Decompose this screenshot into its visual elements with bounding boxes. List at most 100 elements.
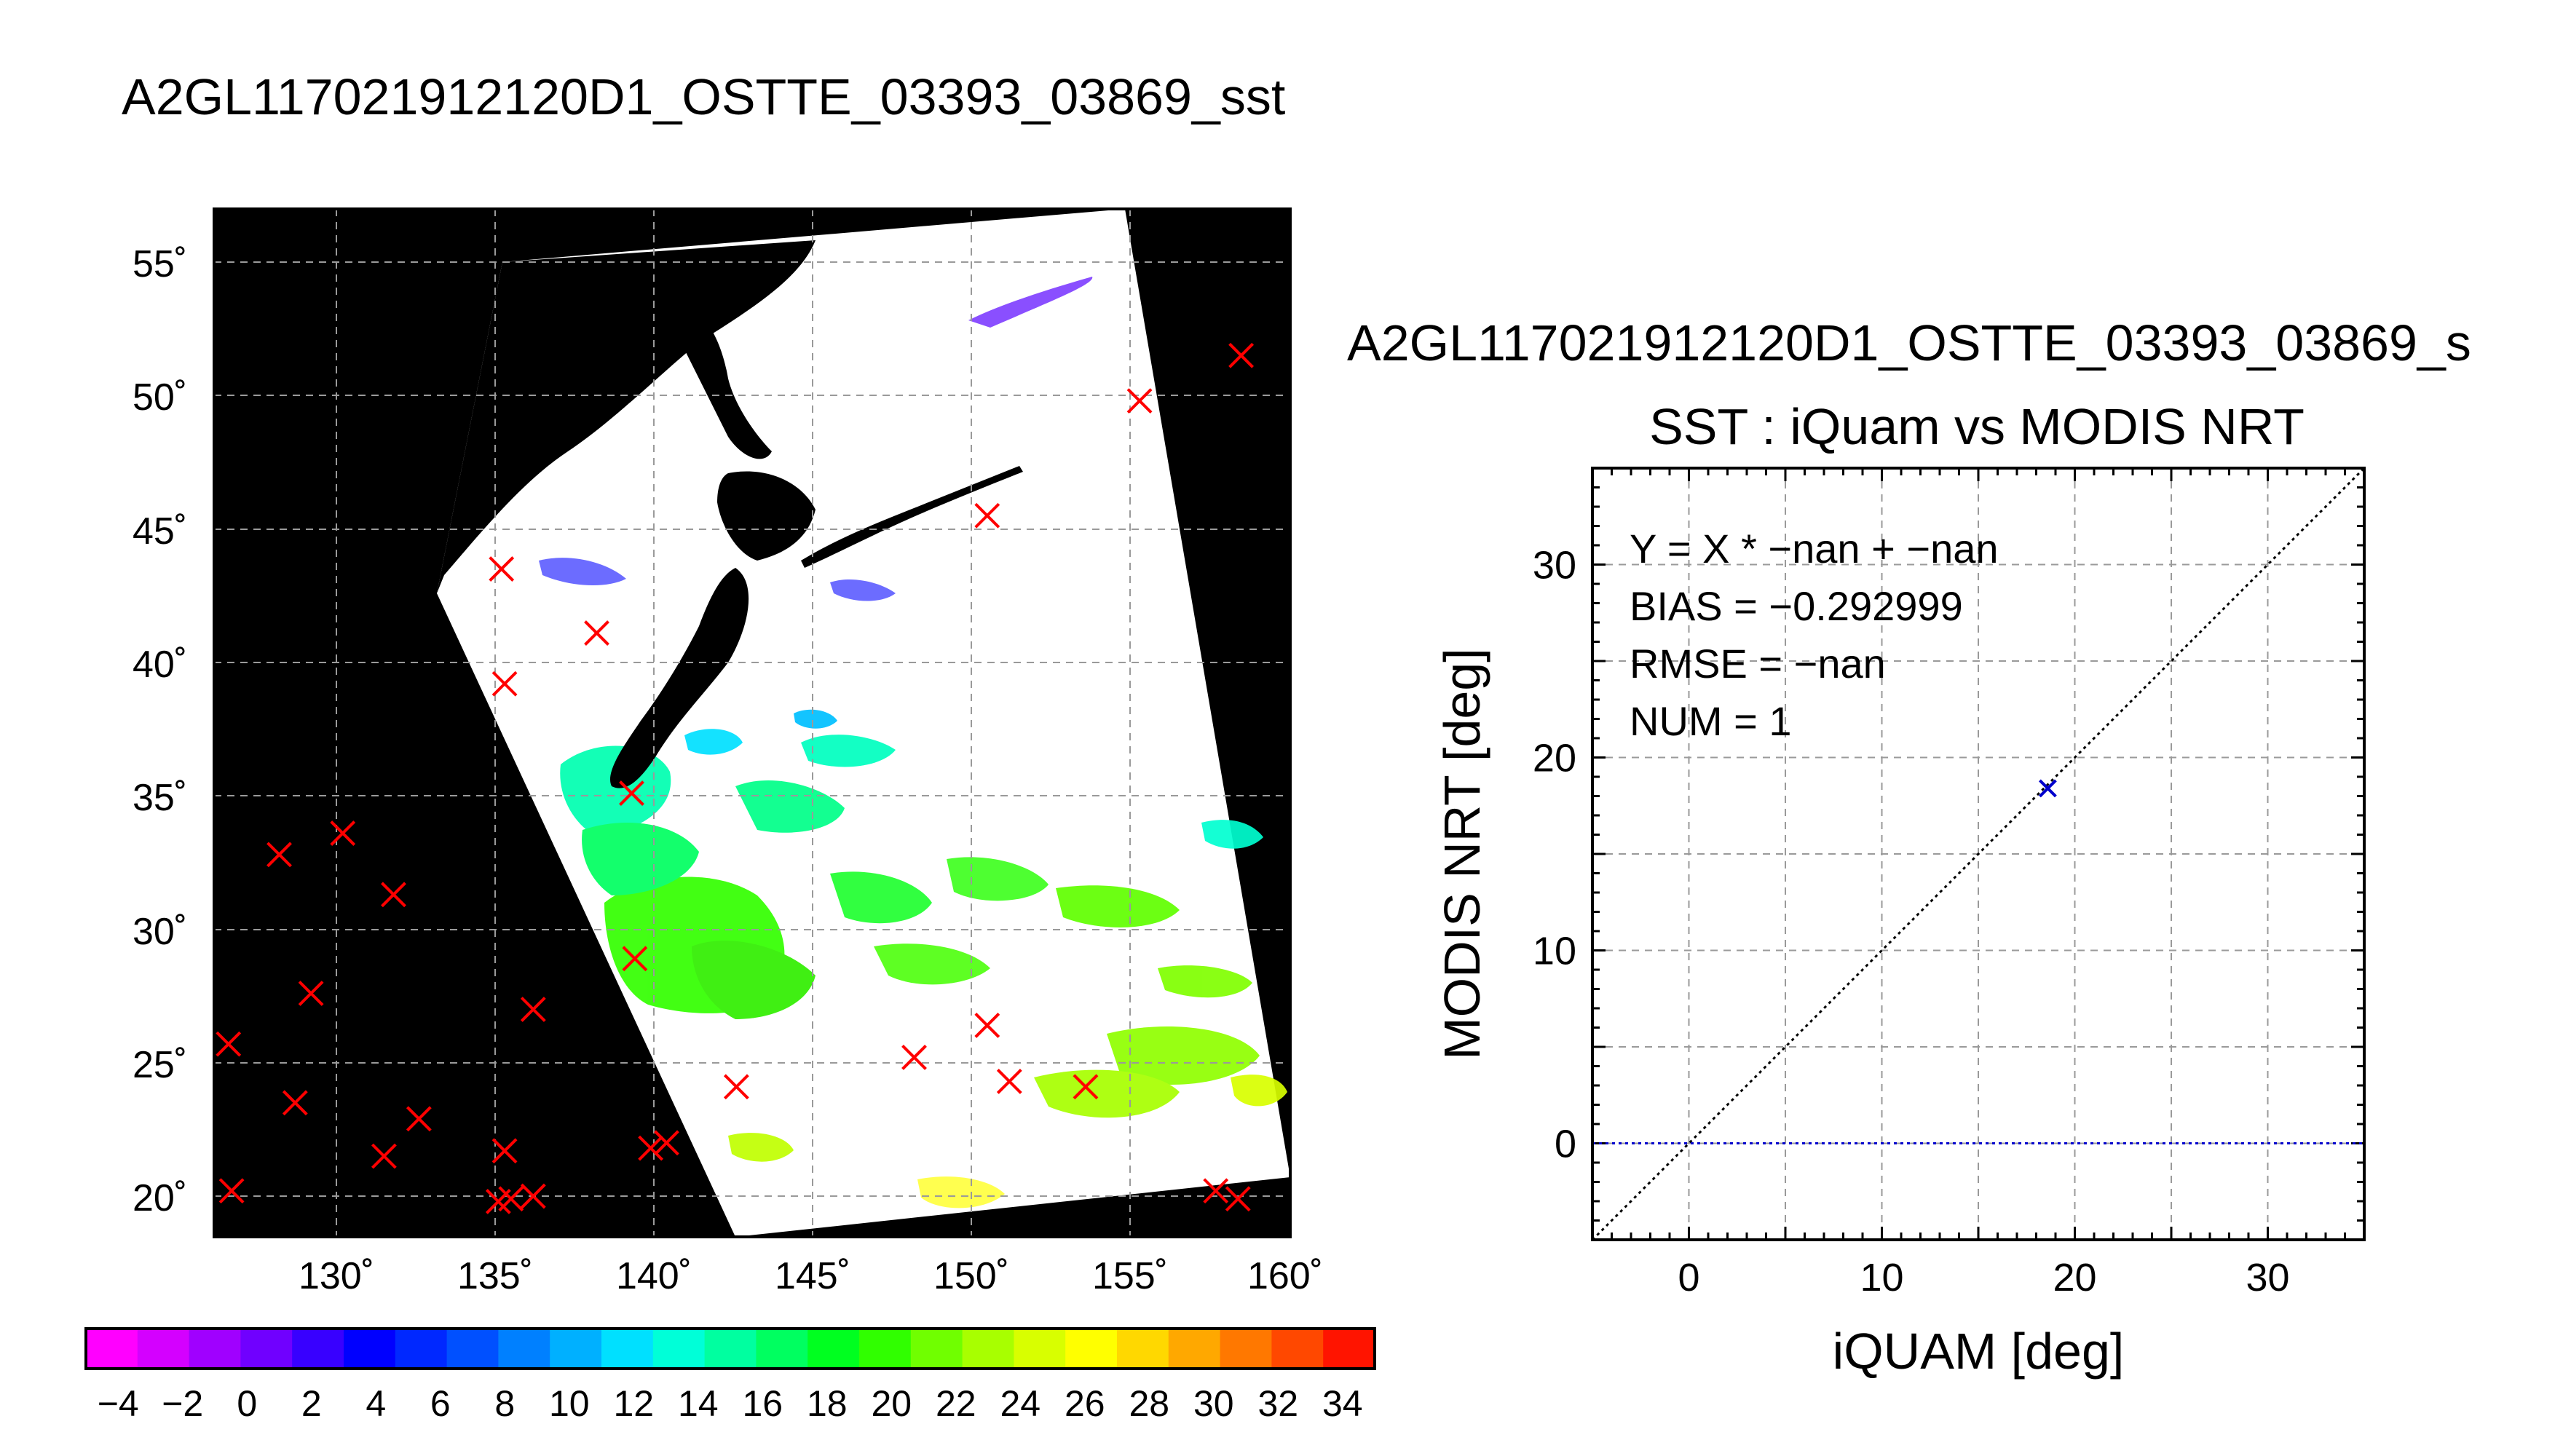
colorbar: −4 −2 0 2 4 6 8 10 12 14 16 18 20 22 24 26 28 30 32 34	[84, 1327, 1376, 1424]
colorbar-label: 16	[742, 1383, 783, 1424]
colorbar-label: 32	[1257, 1383, 1298, 1424]
sample-count: NUM = 1	[1630, 698, 1792, 744]
colorbar-cell	[498, 1329, 550, 1369]
colorbar-cell	[807, 1329, 860, 1369]
colorbar-label: 18	[807, 1383, 848, 1424]
lon-label: 140˚	[616, 1255, 692, 1297]
scatter-points	[2038, 779, 2057, 798]
buoy-marker	[638, 1135, 664, 1161]
lat-label: 40˚	[133, 644, 187, 686]
colorbar-label: 26	[1065, 1383, 1105, 1424]
scatter-title: A2GL117021912120D1_OSTTE_03393_03869_s	[1347, 314, 2471, 371]
data-point	[2038, 779, 2057, 798]
colorbar-label: −2	[162, 1383, 203, 1424]
x-tick-label: 30	[2246, 1256, 2289, 1299]
map-gridlines	[214, 209, 1290, 1237]
buoy-marker	[330, 820, 356, 846]
buoy-marker	[371, 1143, 397, 1169]
lat-tick-labels: 55˚ 50˚ 45˚ 40˚ 35˚ 30˚ 25˚ 20˚	[133, 243, 187, 1219]
lat-label: 45˚	[133, 510, 187, 553]
x-tick-labels: 0 10 20 30	[1678, 1256, 2289, 1299]
buoy-marker	[996, 1069, 1022, 1094]
colorbar-cell	[137, 1329, 190, 1369]
buoy-marker	[498, 1186, 524, 1212]
x-tick-label: 20	[2053, 1256, 2096, 1299]
buoy-marker	[723, 1074, 749, 1100]
colorbar-label: 28	[1129, 1383, 1169, 1424]
colorbar-cell	[1014, 1329, 1066, 1369]
buoy-marker	[218, 1178, 245, 1204]
map-markers	[216, 342, 1255, 1214]
colorbar-cell	[652, 1329, 706, 1369]
colorbar-label: 24	[1000, 1383, 1040, 1424]
colorbar-label: 0	[237, 1383, 257, 1424]
colorbar-cell	[859, 1329, 912, 1369]
buoy-marker	[974, 1013, 1000, 1038]
colorbar-label: 6	[430, 1383, 451, 1424]
lat-label: 50˚	[133, 376, 187, 419]
colorbar-cell	[1323, 1329, 1375, 1369]
colorbar-cell	[1117, 1329, 1169, 1369]
colorbar-cell	[395, 1329, 448, 1369]
sst-map: 55˚ 50˚ 45˚ 40˚ 35˚ 30˚ 25˚ 20˚ 130˚ 135…	[133, 207, 1323, 1297]
lon-label: 130˚	[299, 1255, 374, 1297]
lon-label: 160˚	[1247, 1255, 1323, 1297]
colorbar-label: 12	[613, 1383, 654, 1424]
buoy-marker	[216, 1031, 242, 1057]
x-axis-label: iQUAM [deg]	[1833, 1323, 2125, 1380]
colorbar-label: 8	[494, 1383, 515, 1424]
colorbar-label: −4	[98, 1383, 139, 1424]
lat-label: 35˚	[133, 777, 187, 819]
colorbar-label: 2	[301, 1383, 322, 1424]
x-tick-label: 10	[1860, 1256, 1903, 1299]
fit-equation: Y = X * −nan + −nan	[1630, 526, 1999, 571]
colorbar-label: 10	[549, 1383, 590, 1424]
colorbar-label: 30	[1193, 1383, 1234, 1424]
identity-line	[1591, 467, 2366, 1241]
buoy-marker	[1203, 1178, 1229, 1204]
colorbar-cell	[601, 1329, 654, 1369]
buoy-marker	[520, 997, 546, 1022]
buoy-marker	[298, 981, 324, 1006]
colorbar-label: 14	[678, 1383, 719, 1424]
scatter-gridlines	[1592, 468, 2364, 1240]
buoy-marker	[1073, 1074, 1099, 1100]
buoy-marker	[1228, 342, 1255, 368]
y-tick-labels: 0 10 20 30	[1533, 544, 1576, 1166]
buoy-marker	[619, 780, 644, 806]
colorbar-cell	[1065, 1329, 1118, 1369]
map-title: A2GL117021912120D1_OSTTE_03393_03869_sst	[122, 68, 1285, 125]
buoy-marker	[406, 1106, 432, 1132]
scatter-plot: 0 10 20 30 0 10 20 30 iQUAM [deg] MODIS NRT [d…	[1434, 467, 2366, 1380]
buoy-marker	[622, 946, 648, 972]
sst-field	[539, 277, 1287, 1208]
colorbar-label: 4	[366, 1383, 386, 1424]
lon-label: 145˚	[775, 1255, 850, 1297]
y-axis-label: MODIS NRT [deg]	[1434, 648, 1490, 1059]
land-masses	[397, 240, 1023, 788]
colorbar-cell	[550, 1329, 602, 1369]
y-tick-label: 20	[1533, 737, 1576, 780]
colorbar-cell	[1271, 1329, 1324, 1369]
buoy-marker	[282, 1090, 308, 1116]
colorbar-cell	[756, 1329, 808, 1369]
rmse-value: RMSE = −nan	[1630, 641, 1886, 687]
buoy-marker	[1126, 388, 1153, 414]
colorbar-label: 34	[1322, 1383, 1363, 1424]
lon-label: 150˚	[933, 1255, 1009, 1297]
lat-label: 55˚	[133, 243, 187, 285]
y-tick-label: 30	[1533, 544, 1576, 587]
x-tick-label: 0	[1678, 1256, 1699, 1299]
buoy-marker	[491, 670, 518, 697]
y-tick-label: 0	[1555, 1123, 1576, 1166]
buoy-marker	[520, 1183, 546, 1209]
colorbar-tick-labels: −4 −2 0 2 4 6 8 10 12 14 16 18 20 22 24 26 28 30 32 34	[98, 1383, 1363, 1424]
buoy-marker	[266, 842, 292, 868]
colorbar-cell	[446, 1329, 499, 1369]
colorbar-cell	[240, 1329, 293, 1369]
y-tick-label: 10	[1533, 930, 1576, 973]
buoy-marker	[584, 620, 609, 646]
colorbar-cell	[910, 1329, 963, 1369]
buoy-marker	[901, 1045, 927, 1070]
colorbar-cell	[344, 1329, 396, 1369]
